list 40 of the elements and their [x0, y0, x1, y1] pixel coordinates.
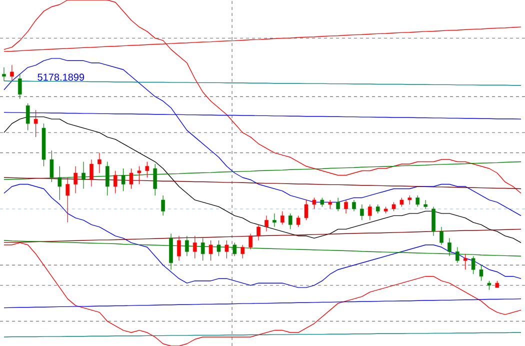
candlestick [256, 224, 260, 241]
candlestick [288, 213, 292, 230]
candlestick [368, 204, 372, 220]
candlestick [272, 213, 276, 228]
candlestick [424, 200, 428, 210]
candlestick [74, 166, 78, 194]
candlestick [479, 264, 484, 282]
candlestick [360, 204, 364, 220]
candlestick [192, 236, 197, 259]
candlestick [113, 170, 118, 194]
candlestick [416, 195, 420, 207]
candlestick [304, 200, 308, 220]
candlestick [312, 197, 316, 210]
candlestick [280, 210, 284, 225]
candlestick [34, 110, 38, 138]
candlestick [440, 226, 444, 246]
candlestick [2, 67, 6, 82]
candlestick [129, 168, 134, 190]
candlestick [137, 166, 142, 185]
candlestick [145, 161, 150, 178]
candlestick [18, 74, 22, 100]
candlestick [177, 236, 181, 261]
candlestick [10, 64, 14, 82]
candlestick [432, 206, 436, 236]
candlestick [344, 200, 348, 214]
candlestick [336, 197, 340, 212]
candlestick [352, 200, 356, 212]
candlestick [26, 103, 30, 131]
candlestick [240, 244, 245, 259]
annotation: 5178.1899 [38, 74, 84, 81]
candlestick [208, 240, 213, 261]
candlestick [161, 195, 165, 216]
candlestick [98, 152, 102, 174]
candlestick [224, 240, 229, 259]
candlestick [90, 159, 94, 187]
candlestick [264, 215, 268, 232]
candlestick [248, 233, 252, 250]
candlestick [296, 215, 300, 228]
candlestick [66, 177, 70, 223]
candlestick [463, 254, 468, 270]
